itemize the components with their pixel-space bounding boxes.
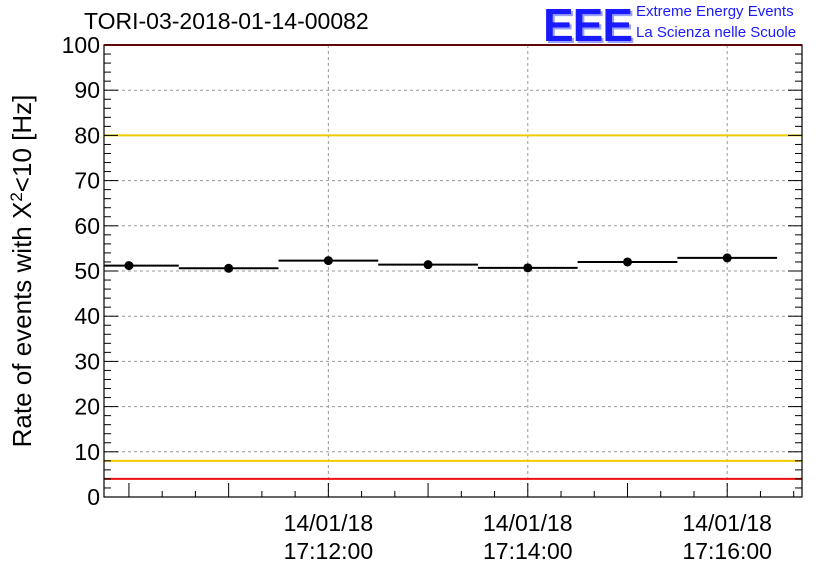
- data-point: [323, 256, 333, 266]
- x-tick-label-time: 17:14:00: [483, 538, 573, 564]
- y-tick-label: 70: [74, 168, 100, 194]
- y-axis-label: Rate of events with X2<10 [Hz]: [7, 95, 38, 448]
- data-point: [224, 263, 234, 273]
- data-point: [124, 261, 134, 271]
- data-point: [423, 260, 433, 270]
- chart-title: TORI-03-2018-01-14-00082: [84, 8, 369, 34]
- logo-line-1: Extreme Energy Events: [636, 3, 794, 20]
- x-tick-label-date: 14/01/18: [284, 510, 374, 536]
- x-tick-label-time: 17:16:00: [682, 538, 772, 564]
- x-tick-label-date: 14/01/18: [483, 510, 573, 536]
- y-tick-label: 60: [74, 213, 100, 239]
- y-tick-label: 90: [74, 77, 100, 103]
- data-point: [623, 257, 632, 267]
- y-tick-label: 20: [74, 394, 100, 420]
- data-point: [722, 253, 732, 263]
- y-tick-label: 80: [74, 122, 100, 148]
- y-tick-label: 100: [62, 32, 100, 58]
- y-tick-label: 40: [74, 303, 100, 329]
- y-tick-label: 10: [74, 439, 100, 465]
- data-point: [523, 263, 533, 273]
- y-tick-label: 0: [87, 484, 100, 510]
- x-tick-label-date: 14/01/18: [682, 510, 772, 536]
- y-tick-label: 50: [74, 258, 100, 284]
- x-tick-label-time: 17:12:00: [284, 538, 374, 564]
- y-tick-label: 30: [74, 348, 100, 374]
- eee-logo: EEE: [543, 0, 633, 51]
- logo-line-2: La Scienza nelle Scuole: [636, 24, 797, 41]
